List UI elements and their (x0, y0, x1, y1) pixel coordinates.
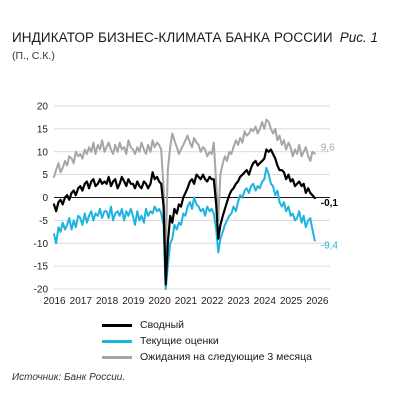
x-tick-label: 2023 (227, 296, 250, 307)
x-tick-label: 2021 (175, 296, 198, 307)
chart-legend: Сводный Текущие оценки Ожидания на следу… (102, 317, 312, 365)
series-line-expect (53, 118, 316, 254)
y-tick-label: -15 (34, 262, 49, 273)
x-tick-label: 2024 (254, 296, 277, 307)
legend-swatch-summary (102, 323, 132, 327)
x-tick-label: 2026 (306, 296, 329, 307)
legend-label-summary: Сводный (140, 319, 184, 331)
legend-swatch-current (102, 339, 132, 343)
legend-label-current: Текущие оценки (140, 335, 219, 347)
y-tick-label: -5 (39, 216, 48, 227)
end-label-summary: -0,1 (321, 198, 339, 209)
legend-item-expect: Ожидания на следующие 3 месяца (102, 349, 312, 365)
legend-swatch-expect (102, 355, 132, 359)
chart-title: ИНДИКАТОР БИЗНЕС-КЛИМАТА БАНКА РОССИИ (12, 30, 333, 45)
series-line-summary (52, 148, 316, 286)
y-tick-label: 20 (37, 102, 49, 113)
x-tick-label: 2022 (201, 296, 224, 307)
x-tick-label: 2019 (122, 296, 145, 307)
y-tick-label: -10 (34, 239, 49, 250)
y-tick-label: -20 (34, 285, 49, 296)
y-tick-label: 5 (42, 170, 48, 181)
legend-item-summary: Сводный (102, 317, 312, 333)
x-tick-label: 2017 (70, 296, 93, 307)
x-tick-label: 2016 (43, 296, 66, 307)
legend-item-current: Текущие оценки (102, 333, 312, 349)
x-tick-label: 2018 (96, 296, 119, 307)
x-tick-label: 2025 (280, 296, 303, 307)
source-note: Источник: Банк России. (12, 372, 126, 383)
end-label-current: -9,4 (321, 241, 339, 252)
x-tick-label: 2020 (149, 296, 172, 307)
series-line-current (53, 166, 316, 290)
y-tick-label: 0 (42, 193, 48, 204)
y-tick-label: 10 (37, 147, 49, 158)
y-tick-label: 15 (37, 124, 49, 135)
figure-label: Рис. 1 (339, 30, 378, 45)
end-label-expect: 9,6 (321, 143, 335, 154)
chart-subtitle: (П., С.К.) (12, 50, 55, 62)
legend-label-expect: Ожидания на следующие 3 месяца (140, 351, 312, 363)
